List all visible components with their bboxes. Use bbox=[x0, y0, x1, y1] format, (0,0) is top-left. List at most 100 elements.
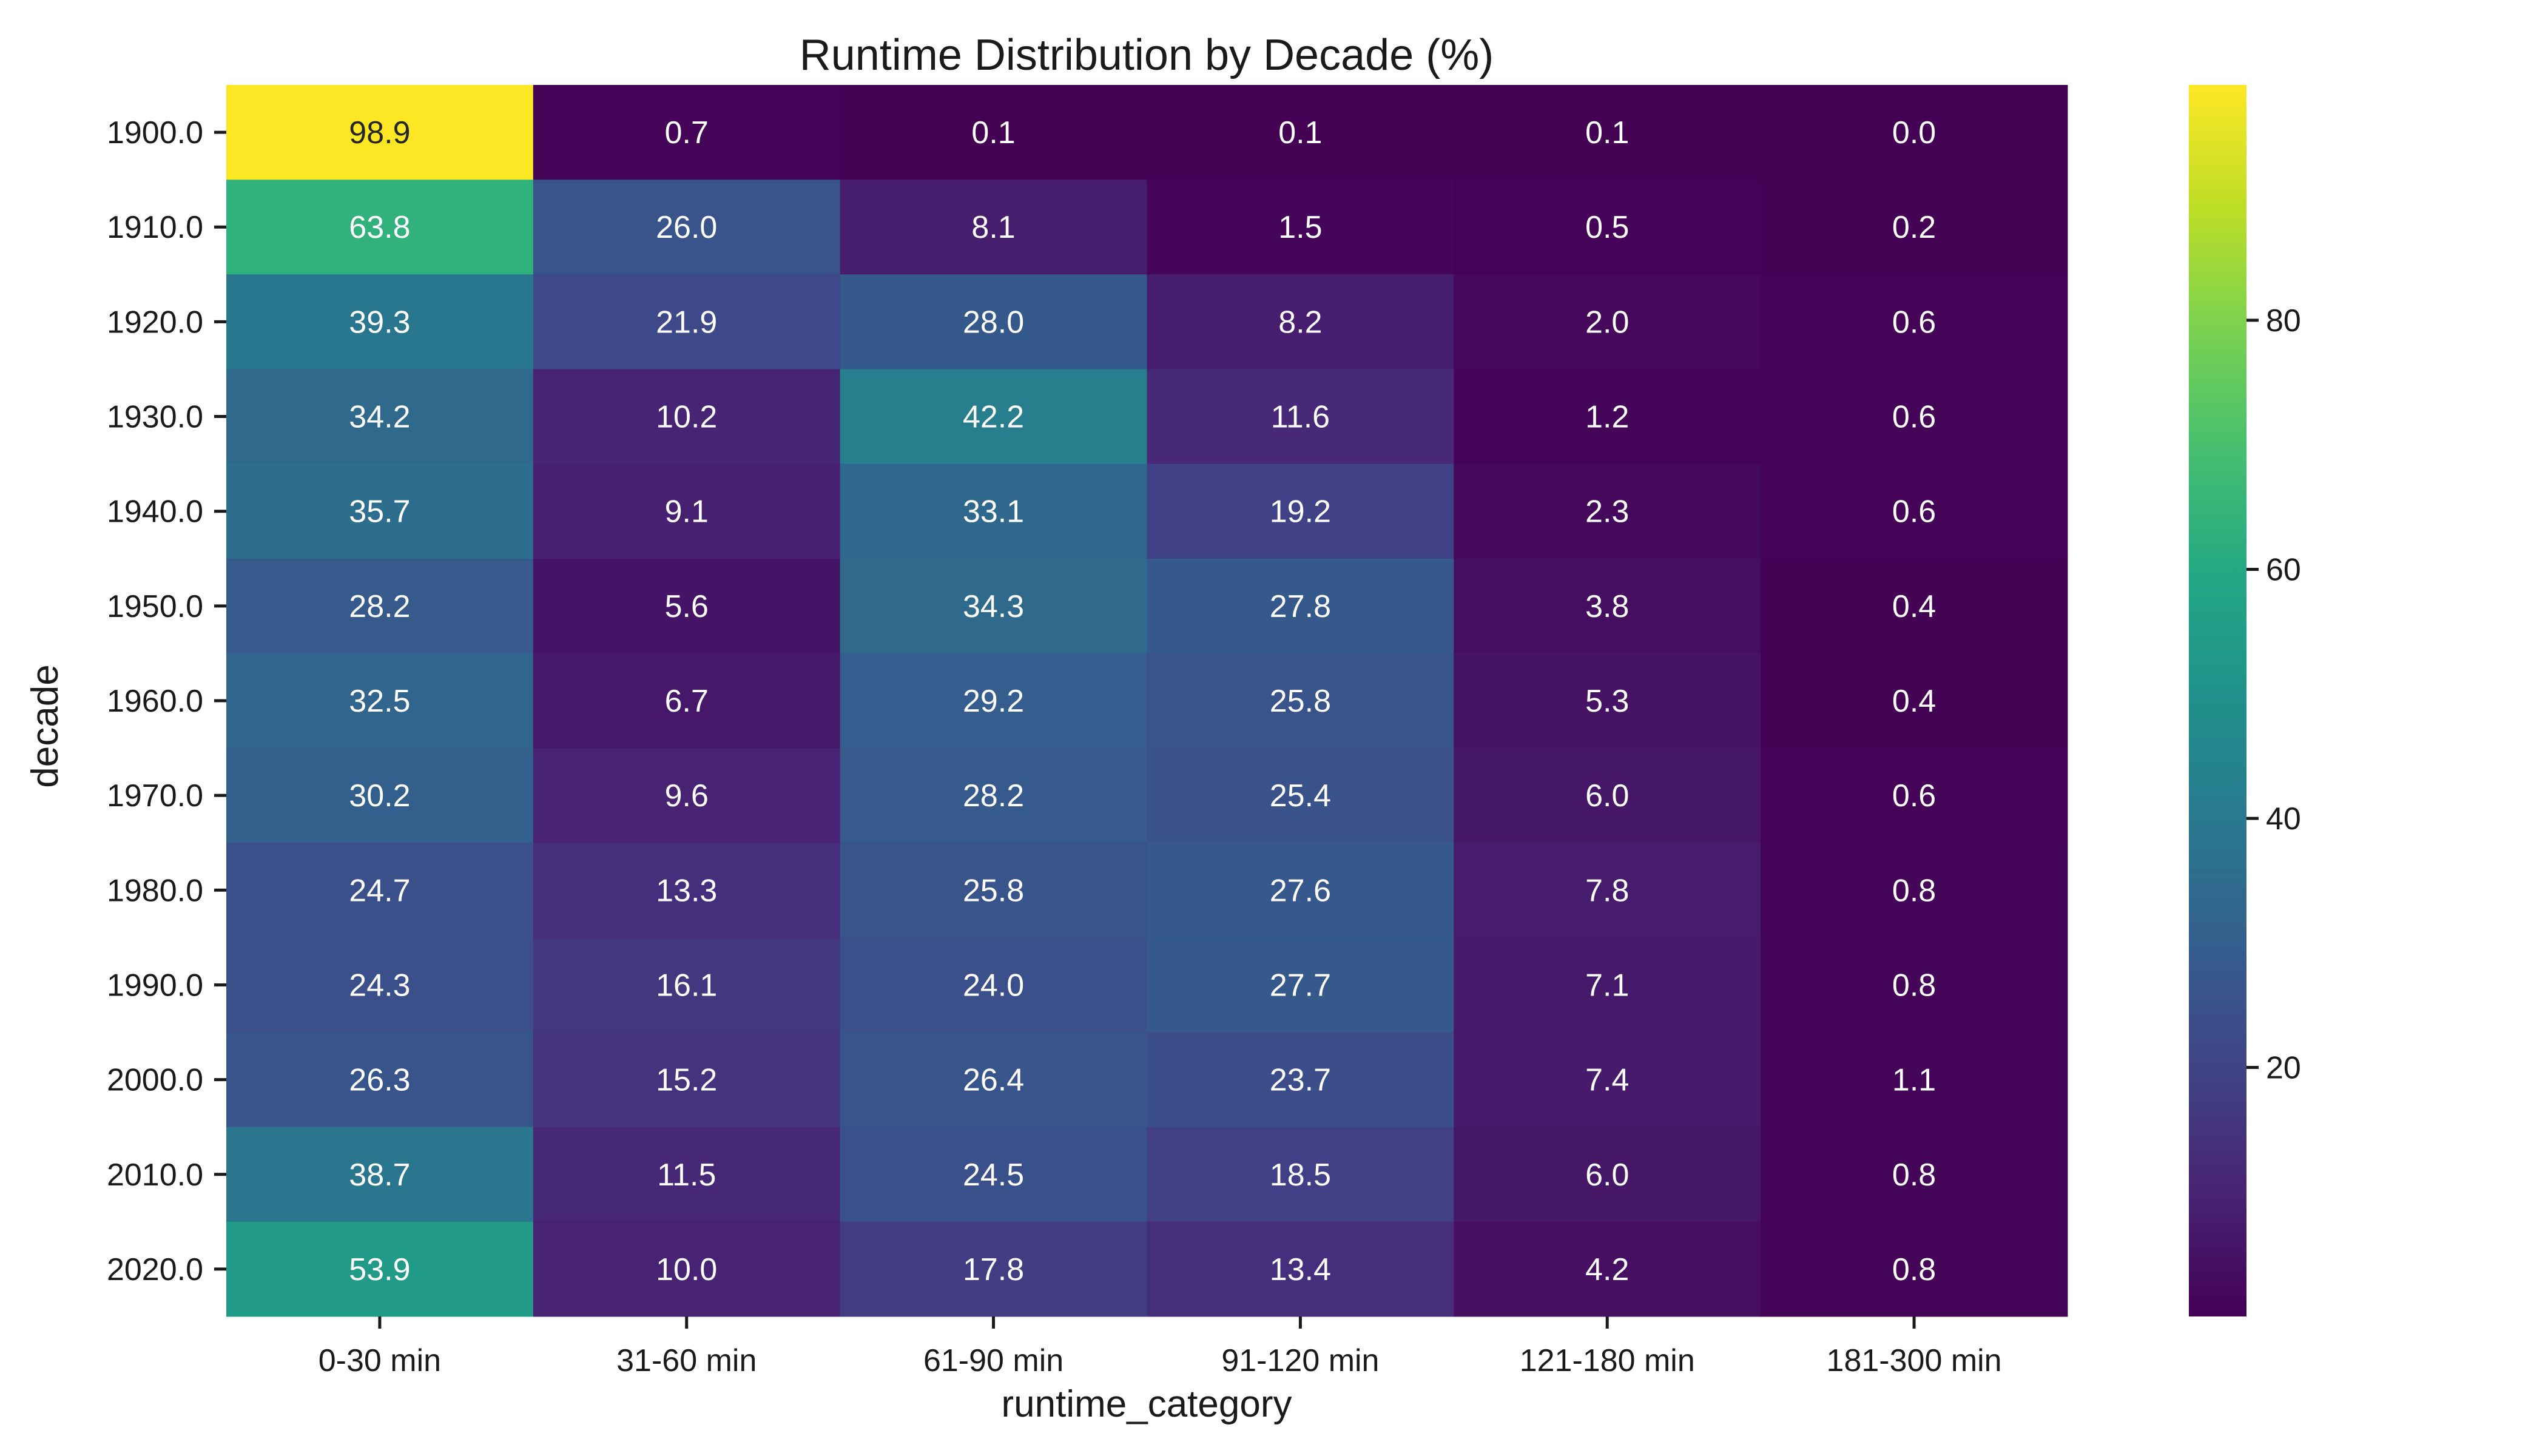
cell-value-label: 0.5 bbox=[1585, 210, 1629, 245]
heatmap-cell bbox=[840, 85, 1147, 180]
cell-value-label: 0.4 bbox=[1892, 684, 1936, 719]
cell-value-label: 18.5 bbox=[1270, 1158, 1331, 1193]
cell-value-label: 5.6 bbox=[665, 589, 709, 624]
heatmap-cell bbox=[1147, 85, 1454, 180]
heatmap-cell bbox=[226, 274, 534, 369]
cell-value-label: 0.4 bbox=[1892, 589, 1936, 624]
heatmap-cell bbox=[1761, 1221, 2068, 1317]
heatmap-cell bbox=[1761, 274, 2068, 369]
cell-value-label: 0.8 bbox=[1892, 1252, 1936, 1287]
heatmap-cells: 98.9 0.7 0.1 0.1 0.1 0.0 63.8 26.0 8.1 1.5 0.5 0.2 3… bbox=[226, 85, 2068, 1317]
x-tick-label: 0-30 min bbox=[318, 1343, 441, 1378]
heatmap-cell bbox=[533, 558, 841, 654]
heatmap-cell bbox=[226, 1127, 534, 1222]
colorbar-tick-label: 40 bbox=[2266, 801, 2301, 837]
cell-value-label: 38.7 bbox=[349, 1158, 410, 1193]
heatmap-cell bbox=[1454, 1221, 1761, 1317]
heatmap-cell bbox=[1147, 1032, 1454, 1128]
cell-value-label: 63.8 bbox=[349, 210, 410, 245]
cell-value-label: 1.2 bbox=[1585, 400, 1629, 435]
heatmap-cell bbox=[226, 653, 534, 749]
heatmap-cell bbox=[840, 1032, 1147, 1128]
cell-value-label: 1.5 bbox=[1278, 210, 1322, 245]
cell-value-label: 2.0 bbox=[1585, 305, 1629, 340]
heatmap-cell bbox=[1761, 369, 2068, 465]
y-tick-label: 1910.0 bbox=[107, 210, 203, 245]
cell-value-label: 0.7 bbox=[665, 115, 709, 150]
x-tick-label: 181-300 min bbox=[1827, 1343, 2002, 1378]
heatmap-cell bbox=[1147, 1127, 1454, 1222]
heatmap-cell bbox=[1147, 369, 1454, 465]
cell-value-label: 8.2 bbox=[1278, 305, 1322, 340]
heatmap-cell bbox=[533, 1221, 841, 1317]
cell-value-label: 28.0 bbox=[963, 305, 1024, 340]
cell-value-label: 33.1 bbox=[963, 494, 1024, 530]
cell-value-label: 25.4 bbox=[1270, 778, 1331, 814]
cell-value-label: 26.0 bbox=[656, 210, 717, 245]
heatmap-cell bbox=[226, 1032, 534, 1128]
y-tick-label: 1920.0 bbox=[107, 305, 203, 340]
x-axis-label: runtime_category bbox=[1001, 1383, 1292, 1425]
cell-value-label: 32.5 bbox=[349, 684, 410, 719]
heatmap-cell bbox=[533, 937, 841, 1033]
heatmap-cell bbox=[226, 463, 534, 559]
heatmap-cell bbox=[840, 937, 1147, 1033]
cell-value-label: 25.8 bbox=[963, 873, 1024, 908]
x-tick-label: 121-180 min bbox=[1520, 1343, 1695, 1378]
cell-value-label: 23.7 bbox=[1270, 1063, 1331, 1098]
cell-value-label: 2.3 bbox=[1585, 494, 1629, 530]
y-tick-label: 1970.0 bbox=[107, 778, 203, 814]
y-tick-label: 1930.0 bbox=[107, 400, 203, 435]
cell-value-label: 28.2 bbox=[349, 589, 410, 624]
heatmap-cell bbox=[1454, 274, 1761, 369]
heatmap-cell bbox=[1761, 843, 2068, 938]
y-tick-label: 1990.0 bbox=[107, 968, 203, 1003]
colorbar-tick-label: 60 bbox=[2266, 552, 2301, 587]
cell-value-label: 0.1 bbox=[1278, 115, 1322, 150]
heatmap-cell bbox=[1761, 180, 2068, 275]
cell-value-label: 3.8 bbox=[1585, 589, 1629, 624]
cell-value-label: 27.6 bbox=[1270, 873, 1331, 908]
heatmap-cell bbox=[1147, 558, 1454, 654]
cell-value-label: 39.3 bbox=[349, 305, 410, 340]
heatmap-cell bbox=[1147, 463, 1454, 559]
y-tick-label: 1960.0 bbox=[107, 684, 203, 719]
cell-value-label: 0.8 bbox=[1892, 968, 1936, 1003]
heatmap-cell bbox=[226, 558, 534, 654]
heatmap-cell bbox=[840, 1221, 1147, 1317]
heatmap-cell bbox=[533, 369, 841, 465]
heatmap-cell bbox=[840, 843, 1147, 938]
cell-value-label: 6.7 bbox=[665, 684, 709, 719]
cell-value-label: 34.2 bbox=[349, 400, 410, 435]
y-tick-label: 1940.0 bbox=[107, 494, 203, 530]
heatmap-cell bbox=[226, 85, 534, 180]
cell-value-label: 8.1 bbox=[971, 210, 1015, 245]
cell-value-label: 34.3 bbox=[963, 589, 1024, 624]
heatmap-cell bbox=[1761, 85, 2068, 180]
heatmap-cell bbox=[533, 463, 841, 559]
heatmap-cell bbox=[226, 843, 534, 938]
cell-value-label: 0.1 bbox=[971, 115, 1015, 150]
heatmap-cell bbox=[840, 653, 1147, 749]
heatmap-cell bbox=[533, 180, 841, 275]
cell-value-label: 35.7 bbox=[349, 494, 410, 530]
colorbar-gradient bbox=[2189, 85, 2246, 1316]
heatmap-cell bbox=[533, 1127, 841, 1222]
cell-value-label: 29.2 bbox=[963, 684, 1024, 719]
heatmap-cell bbox=[226, 937, 534, 1033]
heatmap-cell bbox=[533, 748, 841, 843]
heatmap-cell bbox=[1147, 653, 1454, 749]
cell-value-label: 24.0 bbox=[963, 968, 1024, 1003]
y-tick-label: 1980.0 bbox=[107, 873, 203, 908]
chart-title: Runtime Distribution by Decade (%) bbox=[800, 31, 1494, 79]
x-tick-label: 61-90 min bbox=[923, 1343, 1063, 1378]
cell-value-label: 7.1 bbox=[1585, 968, 1629, 1003]
x-tick-label: 91-120 min bbox=[1221, 1343, 1379, 1378]
heatmap-cell bbox=[1761, 1127, 2068, 1222]
heatmap-cell bbox=[1147, 748, 1454, 843]
cell-value-label: 6.0 bbox=[1585, 778, 1629, 814]
cell-value-label: 11.5 bbox=[657, 1158, 716, 1193]
cell-value-label: 5.3 bbox=[1585, 684, 1629, 719]
cell-value-label: 11.6 bbox=[1271, 400, 1330, 435]
